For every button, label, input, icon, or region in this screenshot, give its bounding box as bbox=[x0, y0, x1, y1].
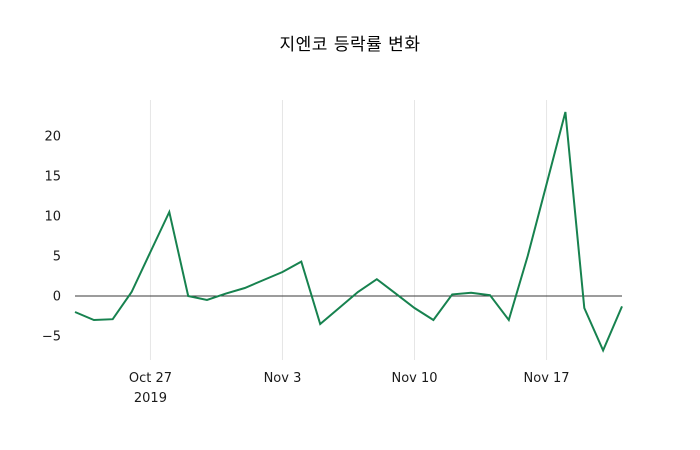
x-tick-label: Nov 3 bbox=[264, 371, 302, 386]
y-tick-label: 5 bbox=[53, 250, 61, 265]
y-tick-label: 10 bbox=[44, 210, 61, 225]
series-line bbox=[74, 111, 623, 353]
x-tick-sublabel: 2019 bbox=[134, 391, 167, 406]
y-tick-label: −5 bbox=[42, 330, 61, 345]
chart-title: 지엔코 등락률 변화 bbox=[279, 35, 421, 55]
y-tick-label: 15 bbox=[44, 170, 61, 185]
x-tick-label: Nov 10 bbox=[391, 371, 437, 386]
x-tick-label: Nov 17 bbox=[524, 371, 570, 386]
y-tick-label: 20 bbox=[44, 130, 61, 145]
y-tick-label: 0 bbox=[53, 290, 61, 305]
x-tick-label: Oct 27 bbox=[129, 371, 172, 386]
